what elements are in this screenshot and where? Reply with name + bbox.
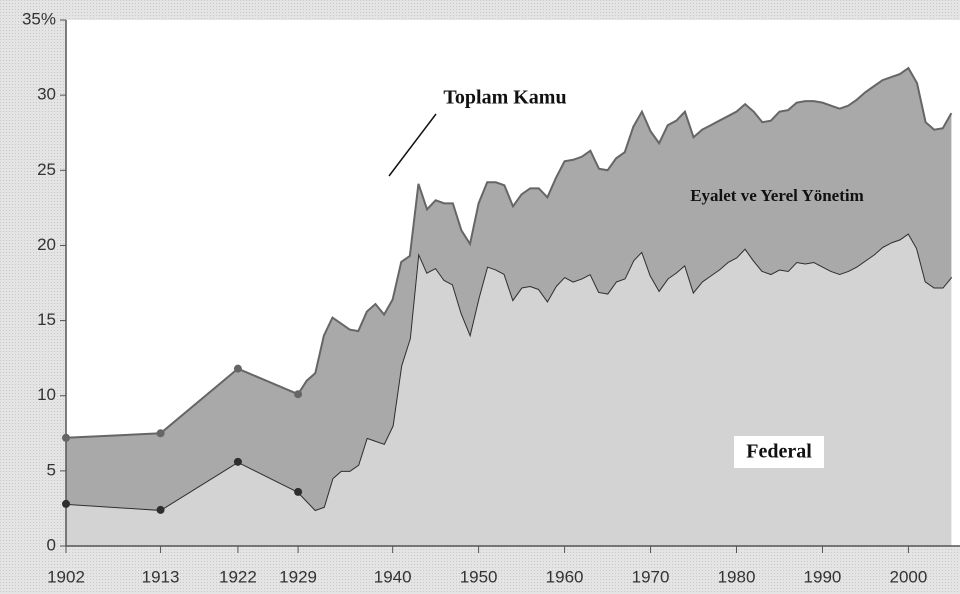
point — [294, 390, 303, 399]
point — [156, 505, 165, 514]
annotation-leader — [388, 113, 437, 177]
x-tick-label: 1922 — [219, 567, 257, 586]
y-tick-label: 15 — [37, 310, 56, 329]
label-box — [734, 436, 824, 468]
line — [65, 66, 953, 439]
state-label: Eyalet ve Yerel Yönetim — [690, 186, 864, 205]
x-tick-label: 1970 — [632, 567, 670, 586]
y-tick-label: 20 — [37, 235, 56, 254]
y-tick-label: 35% — [22, 9, 56, 28]
area — [66, 68, 952, 510]
x-tick-label: 1940 — [374, 567, 412, 586]
x-tick-label: 2000 — [890, 567, 928, 586]
x-tick-label: 1980 — [718, 567, 756, 586]
point — [294, 487, 303, 496]
y-tick-label: 5 — [47, 460, 56, 479]
federal-label: Federal — [746, 441, 812, 463]
x-tick-label: 1950 — [460, 567, 498, 586]
y-tick-label: 10 — [37, 385, 56, 404]
y-tick-label: 0 — [47, 535, 56, 554]
point — [156, 429, 165, 438]
x-tick-label: 1990 — [804, 567, 842, 586]
x-tick-label: 1913 — [142, 567, 180, 586]
point — [62, 433, 70, 442]
y-tick-label: 30 — [37, 85, 56, 104]
point — [62, 499, 70, 508]
annotation: Toplam Kamu — [443, 87, 566, 109]
point — [233, 457, 242, 466]
x-tick-label: 1902 — [47, 567, 85, 586]
point — [233, 364, 242, 373]
x-tick-label: 1929 — [279, 567, 317, 586]
line — [65, 231, 953, 512]
x-tick-label: 1960 — [546, 567, 584, 586]
y-tick-label: 25 — [37, 160, 56, 179]
area — [66, 233, 952, 547]
